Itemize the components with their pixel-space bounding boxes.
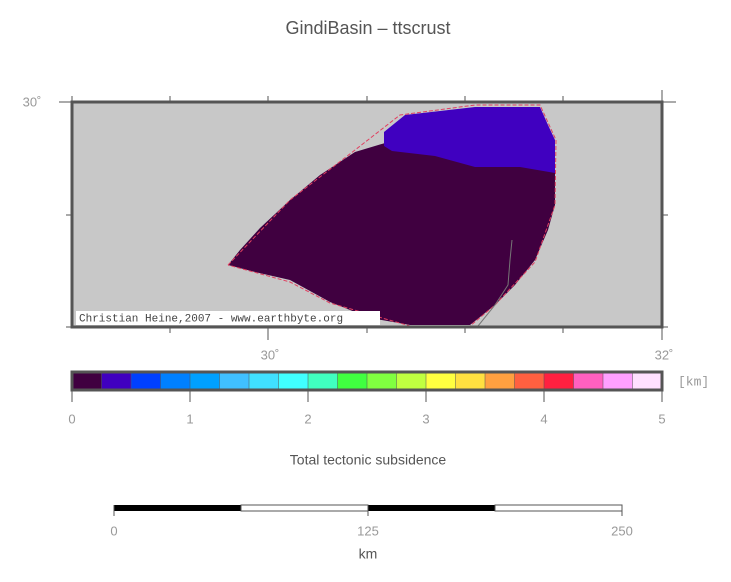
colorbar-cell bbox=[396, 372, 427, 390]
basin-outline bbox=[227, 104, 557, 327]
basin-deep bbox=[228, 143, 555, 325]
colorbar-cell bbox=[249, 372, 279, 390]
colorbar-cell bbox=[426, 372, 456, 390]
colorbar-cell bbox=[101, 372, 132, 390]
colorbar-cell bbox=[455, 372, 486, 390]
colorbar-label: Total tectonic subsidence bbox=[290, 452, 447, 468]
colorbar-cell bbox=[160, 372, 191, 390]
colorbar-cell bbox=[278, 372, 309, 390]
scale-segment bbox=[114, 505, 241, 511]
colorbar-cell bbox=[573, 372, 604, 390]
lat-label: 30˚ bbox=[23, 94, 42, 109]
colorbar-tick-label: 1 bbox=[186, 411, 193, 426]
colorbar-tick-label: 4 bbox=[540, 411, 547, 426]
river bbox=[477, 239, 513, 327]
credit-box bbox=[76, 311, 380, 325]
colorbar-cell bbox=[632, 372, 663, 390]
colorbar-cell bbox=[485, 372, 515, 390]
colorbar-cell bbox=[603, 372, 633, 390]
colorbar-cell bbox=[219, 372, 250, 390]
lon-label: 32˚ bbox=[655, 347, 674, 362]
colorbar-tick-label: 2 bbox=[304, 411, 311, 426]
colorbar-cell bbox=[367, 372, 397, 390]
colorbar-frame bbox=[70, 370, 664, 392]
scale-tick-label: 125 bbox=[357, 523, 379, 538]
scale-segment bbox=[368, 505, 495, 511]
colorbar-cell bbox=[308, 372, 338, 390]
colorbar-cell bbox=[190, 372, 220, 390]
colorbar-cell bbox=[514, 372, 545, 390]
scale-labels: 0 125 250 bbox=[110, 523, 632, 538]
colorbar: 0 1 2 3 4 5 bbox=[68, 372, 666, 426]
scale-tick-label: 250 bbox=[611, 523, 633, 538]
scale-bar bbox=[113, 504, 623, 516]
scale-tick-label: 0 bbox=[110, 523, 117, 538]
scale-segment bbox=[240, 504, 369, 512]
colorbar-unit: [km] bbox=[678, 374, 709, 389]
lon-label: 30˚ bbox=[261, 347, 280, 362]
basin-shallow bbox=[384, 107, 555, 173]
scale-unit: km bbox=[359, 546, 378, 562]
frame-ticks bbox=[59, 90, 676, 340]
colorbar-tick-label: 3 bbox=[422, 411, 429, 426]
colorbar-cell bbox=[72, 372, 102, 390]
colorbar-tick-label: 0 bbox=[68, 411, 75, 426]
colorbar-cell bbox=[131, 372, 161, 390]
scale-segment bbox=[494, 504, 623, 512]
colorbar-cell bbox=[337, 372, 368, 390]
colorbar-cell bbox=[544, 372, 574, 390]
title: GindiBasin – ttscrust bbox=[285, 18, 450, 38]
colorbar-tick-label: 5 bbox=[658, 411, 665, 426]
credit: Christian Heine,2007 - www.earthbyte.org bbox=[79, 313, 343, 325]
